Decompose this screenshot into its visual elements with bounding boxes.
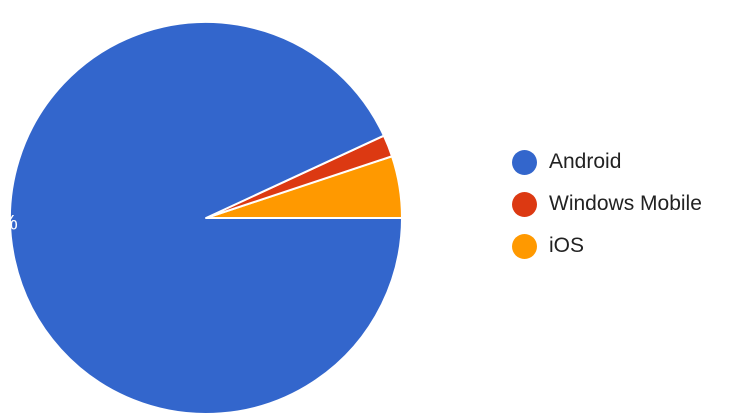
- legend-item-windows-mobile: Windows Mobile: [512, 183, 702, 225]
- legend-swatch-windows-mobile: [512, 191, 537, 217]
- legend: Android Windows Mobile iOS: [512, 141, 702, 267]
- legend-label-android: Android: [549, 150, 622, 173]
- pie-slice-android: [9, 21, 403, 415]
- slice-label-android: 93,1%: [0, 212, 18, 235]
- legend-label-windows-mobile: Windows Mobile: [549, 192, 702, 215]
- legend-swatch-ios: [512, 233, 537, 259]
- legend-swatch-android: [512, 149, 537, 175]
- pie-slice-labels: 93,1%: [0, 212, 18, 235]
- legend-item-android: Android: [512, 141, 702, 183]
- legend-item-ios: iOS: [512, 225, 702, 267]
- legend-label-ios: iOS: [549, 234, 585, 257]
- pie-slices: [9, 21, 403, 415]
